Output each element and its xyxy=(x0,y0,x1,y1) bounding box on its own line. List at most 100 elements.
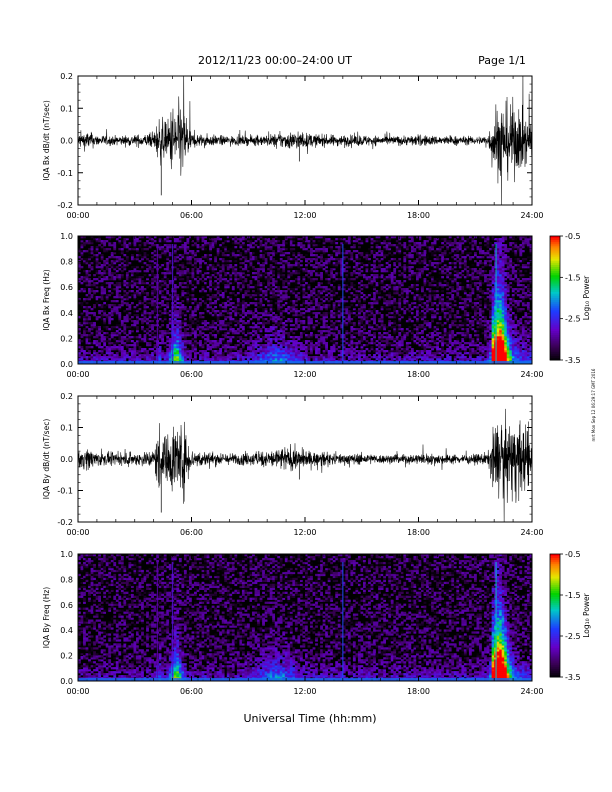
spectrogram-cell xyxy=(214,322,218,325)
spectrogram-cell xyxy=(186,348,190,351)
spectrogram-cell xyxy=(325,260,328,263)
spectrogram-cell xyxy=(272,290,276,293)
spectrogram-cell xyxy=(239,262,243,265)
spectrogram-cell xyxy=(257,350,260,353)
spectrogram-cell xyxy=(173,344,177,347)
spectrogram-cell xyxy=(166,256,170,259)
spectrogram-cell xyxy=(350,328,354,331)
spectrogram-cell xyxy=(95,260,99,263)
spectrogram-cell xyxy=(390,352,394,355)
spectrogram-cell xyxy=(320,254,323,257)
spectrogram-cell xyxy=(249,254,253,257)
spectrogram-cell xyxy=(320,346,323,349)
spectrogram-cell xyxy=(350,318,354,321)
spectrogram-cell xyxy=(158,266,162,269)
spectrogram-cell xyxy=(357,334,361,337)
spectrogram-cell xyxy=(289,288,293,291)
spectrogram-cell xyxy=(115,310,119,313)
spectrogram-cell xyxy=(365,256,369,259)
spectrogram-cell xyxy=(365,268,369,271)
spectrogram-cell xyxy=(178,346,182,349)
spectrogram-cell xyxy=(284,294,288,297)
spectrogram-cell xyxy=(357,282,361,285)
spectrogram-cell xyxy=(103,242,107,245)
spectrogram-cell xyxy=(320,266,323,269)
spectrogram-cell xyxy=(188,298,192,301)
spectrogram-cell xyxy=(105,316,109,319)
spectrogram-cell xyxy=(201,290,205,293)
spectrogram-cell xyxy=(269,252,273,255)
spectrogram-cell xyxy=(100,256,104,259)
spectrogram-cell xyxy=(153,302,157,305)
spectrogram-cell xyxy=(357,324,361,327)
spectrogram-cell xyxy=(176,338,180,341)
spectrogram-cell xyxy=(269,318,273,321)
spectrogram-cell xyxy=(136,356,139,359)
spectrogram-cell xyxy=(297,310,301,313)
spectrogram-cell xyxy=(282,294,286,297)
spectrogram-cell xyxy=(143,256,147,259)
spectrogram-cell xyxy=(282,284,286,287)
spectrogram-cell xyxy=(393,276,397,279)
spectrogram-cell xyxy=(125,344,129,347)
spectrogram-cell xyxy=(186,320,190,323)
spectrogram-cell xyxy=(141,310,144,313)
spectrogram-cell xyxy=(128,350,132,353)
spectrogram-cell xyxy=(188,280,192,283)
spectrogram-cell xyxy=(98,276,101,279)
spectrogram-cell xyxy=(148,246,152,249)
spectrogram-cell xyxy=(267,254,270,257)
spectrogram-cell xyxy=(226,354,230,357)
spectrogram-cell xyxy=(214,276,218,279)
spectrogram-cell xyxy=(120,336,124,339)
spectrogram-cell xyxy=(355,256,359,259)
spectrogram-cell xyxy=(269,246,273,249)
spectrogram-cell xyxy=(310,332,313,335)
spectrogram-cell xyxy=(259,348,263,351)
spectrogram-cell xyxy=(244,284,248,287)
spectrogram-cell xyxy=(110,332,114,335)
spectrogram-cell xyxy=(226,280,230,283)
spectrogram-cell xyxy=(123,282,127,285)
spectrogram-cell xyxy=(360,304,364,307)
spectrogram-cell xyxy=(269,278,273,281)
spectrogram-cell xyxy=(297,244,301,247)
spectrogram-cell xyxy=(337,354,341,357)
spectrogram-cell xyxy=(125,338,129,341)
spectrogram-cell xyxy=(312,348,316,351)
spectrogram-cell xyxy=(305,274,308,277)
spectrogram-cell xyxy=(113,348,117,351)
spectrogram-cell xyxy=(211,268,215,271)
spectrogram-cell xyxy=(118,340,122,343)
spectrogram-cell xyxy=(365,310,369,313)
spectrogram-cell xyxy=(234,324,238,327)
spectrogram-cell xyxy=(264,292,268,295)
spectrogram-cell xyxy=(322,350,326,353)
spectrogram-cell xyxy=(257,280,260,283)
spectrogram-cell xyxy=(83,352,86,355)
spectrogram-cell xyxy=(282,280,286,283)
spectrogram-cell xyxy=(264,290,268,293)
spectrogram-cell xyxy=(244,334,248,337)
spectrogram-cell xyxy=(219,306,223,309)
spectrogram-cell xyxy=(269,330,273,333)
spectrogram-cell xyxy=(330,358,334,361)
spectrogram-cell xyxy=(246,332,250,335)
spectrogram-cell xyxy=(294,256,298,259)
spectrogram-cell xyxy=(246,352,250,355)
spectrogram-cell xyxy=(138,294,142,297)
spectrogram-cell xyxy=(360,292,364,295)
spectrogram-cell xyxy=(166,332,170,335)
spectrogram-cell xyxy=(161,250,165,253)
spectrogram-cell xyxy=(98,312,101,315)
spectrogram-cell xyxy=(257,284,260,287)
spectrogram-cell xyxy=(264,294,268,297)
spectrogram-cell xyxy=(201,350,205,353)
spectrogram-cell xyxy=(332,268,336,271)
spectrogram-cell xyxy=(113,326,117,329)
spectrogram-cell xyxy=(388,304,392,307)
spectrogram-cell xyxy=(239,258,243,261)
spectrogram-cell xyxy=(257,270,260,273)
spectrogram-cell xyxy=(342,288,346,291)
spectrogram-cell xyxy=(390,272,394,275)
